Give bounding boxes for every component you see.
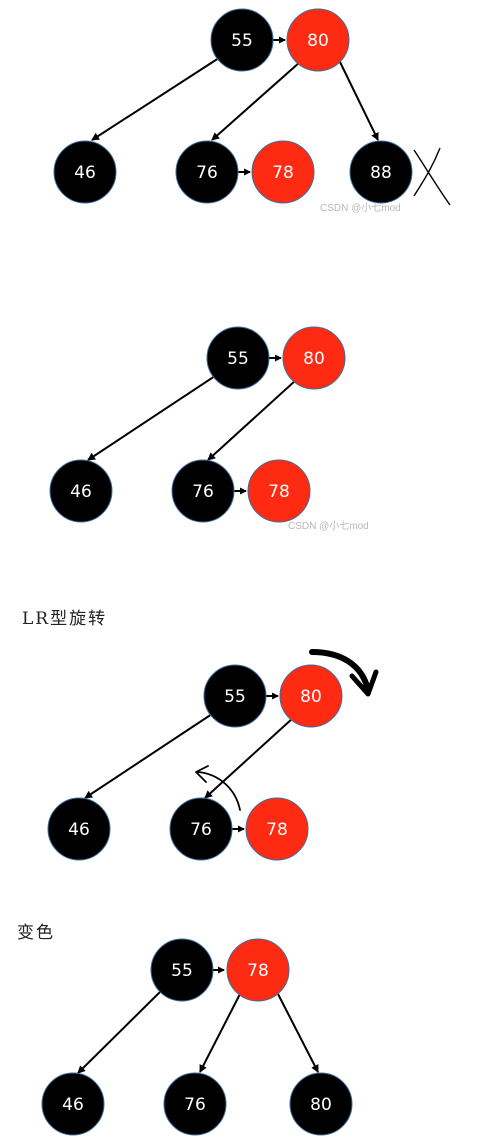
node-label: 80: [307, 31, 329, 51]
rotate-left-arrow: [195, 765, 241, 811]
node-label: 55: [227, 349, 249, 369]
node-76: [175, 140, 239, 204]
edge-80-to-76: [207, 379, 297, 461]
edge-80-to-76: [204, 717, 294, 799]
node-80: [282, 326, 346, 390]
node-label: 55: [231, 31, 253, 51]
edge-55-to-46: [77, 989, 163, 1074]
node-76: [171, 459, 235, 523]
node-55: [203, 664, 267, 728]
watermark: CSDN @小七mod: [320, 202, 401, 214]
node-55: [210, 8, 274, 72]
node-label: 80: [300, 687, 322, 707]
node-label: 80: [310, 1095, 332, 1115]
node-label: 46: [68, 820, 90, 840]
node-label: 78: [268, 482, 290, 502]
edge-55-to-46: [91, 55, 223, 141]
node-label: 76: [190, 820, 212, 840]
node-label: 55: [171, 961, 193, 981]
node-88: [349, 140, 413, 204]
node-label: 46: [62, 1095, 84, 1115]
node-46: [47, 797, 111, 861]
node-label: 76: [184, 1095, 206, 1115]
edge-80-to-76: [211, 61, 301, 141]
delete-x-mark: [413, 147, 451, 206]
edge-55-to-46: [84, 711, 216, 799]
node-label: 78: [272, 163, 294, 183]
tree-step-3: LR型旋转 55 80 46 76 78: [22, 609, 379, 861]
node-label: 76: [196, 163, 218, 183]
edge-78-to-76: [199, 993, 241, 1073]
node-80: [286, 8, 350, 72]
node-76: [163, 1072, 227, 1136]
node-78: [245, 797, 309, 861]
edge-55-to-46: [87, 373, 219, 461]
node-label: 78: [247, 961, 269, 981]
node-label: 55: [224, 687, 246, 707]
node-46: [41, 1072, 105, 1136]
watermark: CSDN @小七mod: [288, 520, 369, 532]
edge-78-to-80: [277, 993, 319, 1073]
node-label: 76: [192, 482, 214, 502]
node-78: [247, 459, 311, 523]
section-heading: 变色: [17, 923, 55, 943]
node-78: [226, 938, 290, 1002]
section-heading: LR型旋转: [22, 609, 107, 629]
node-label: 46: [70, 482, 92, 502]
node-80: [289, 1072, 353, 1136]
node-46: [49, 459, 113, 523]
node-46: [53, 140, 117, 204]
node-label: 78: [266, 820, 288, 840]
tree-step-4: 变色 55 78 46 76 80: [17, 923, 353, 1136]
node-55: [206, 326, 270, 390]
node-label: 46: [74, 163, 96, 183]
node-55: [150, 938, 214, 1002]
node-80: [279, 664, 343, 728]
node-label: 88: [370, 163, 392, 183]
node-78: [251, 140, 315, 204]
tree-step-2: 55 80 46 76 78 CSDN @小七mod: [49, 326, 369, 532]
rotate-right-arrow: [309, 649, 379, 697]
tree-step-1: 55 80 46 76 78 88 CSDN @小七mod: [53, 8, 451, 214]
node-76: [169, 797, 233, 861]
node-label: 80: [303, 349, 325, 369]
edge-80-to-88: [339, 61, 379, 141]
